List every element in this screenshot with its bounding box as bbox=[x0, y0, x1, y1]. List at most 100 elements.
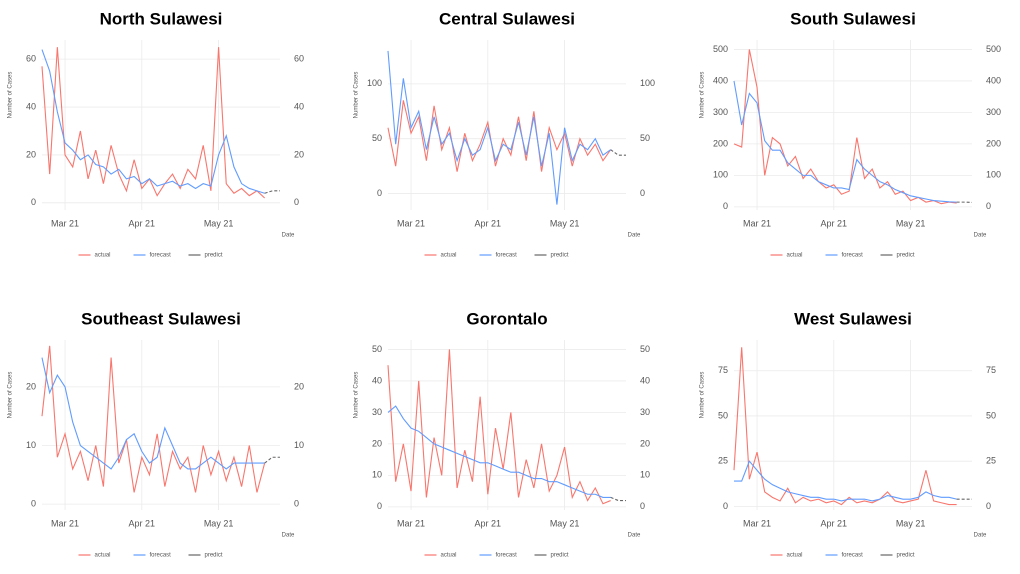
y2-tick-label: 0 bbox=[294, 197, 299, 207]
series-line bbox=[734, 460, 957, 502]
legend-label: forecast bbox=[150, 553, 172, 559]
y2-tick-label: 10 bbox=[640, 470, 650, 480]
x-tick-label: Mar 21 bbox=[397, 218, 425, 228]
y-axis-label: Number of Cases bbox=[700, 372, 706, 419]
panel-title: Central Sulawesi bbox=[439, 9, 575, 28]
y-tick-label: 50 bbox=[718, 410, 728, 420]
x-tick-label: Mar 21 bbox=[743, 518, 771, 528]
x-axis-label: Date bbox=[282, 233, 295, 239]
series-line bbox=[41, 345, 266, 493]
y-tick-label: 10 bbox=[372, 470, 382, 480]
legend-label: predict bbox=[897, 253, 915, 259]
y2-tick-label: 20 bbox=[294, 149, 304, 159]
y-tick-label: 0 bbox=[377, 188, 382, 198]
y-tick-label: 25 bbox=[718, 456, 728, 466]
series-line bbox=[610, 496, 626, 502]
x-tick-label: Apr 21 bbox=[821, 518, 848, 528]
y2-tick-label: 100 bbox=[986, 170, 1001, 180]
y-tick-label: 30 bbox=[372, 407, 382, 417]
series-line bbox=[41, 357, 265, 470]
panel-title: North Sulawesi bbox=[100, 9, 223, 28]
y2-tick-label: 20 bbox=[640, 438, 650, 448]
y2-tick-label: 40 bbox=[640, 375, 650, 385]
y2-tick-label: 0 bbox=[640, 501, 645, 511]
x-tick-label: May 21 bbox=[550, 518, 580, 528]
x-axis-label: Date bbox=[628, 533, 641, 539]
y2-tick-label: 40 bbox=[294, 101, 304, 111]
legend-label: actual bbox=[441, 553, 457, 559]
y2-tick-label: 30 bbox=[640, 407, 650, 417]
panel: West Sulawesi Number of Cases Date 0 25 50 75 0… bbox=[700, 309, 996, 558]
y-tick-label: 40 bbox=[26, 101, 36, 111]
y-tick-label: 300 bbox=[713, 107, 728, 117]
y-tick-label: 20 bbox=[26, 381, 36, 391]
x-tick-label: May 21 bbox=[204, 218, 234, 228]
y-tick-label: 50 bbox=[372, 133, 382, 143]
y-tick-label: 0 bbox=[31, 197, 36, 207]
x-tick-label: Apr 21 bbox=[475, 218, 502, 228]
y-tick-label: 0 bbox=[723, 201, 728, 211]
legend-label: forecast bbox=[842, 253, 864, 259]
y2-tick-label: 0 bbox=[986, 201, 991, 211]
x-tick-label: Apr 21 bbox=[475, 518, 502, 528]
y-axis-label: Number of Cases bbox=[8, 72, 14, 119]
series-line bbox=[41, 47, 266, 199]
y2-tick-label: 50 bbox=[640, 133, 650, 143]
x-axis-label: Date bbox=[974, 233, 987, 239]
y-tick-label: 0 bbox=[723, 501, 728, 511]
panel-title: Gorontalo bbox=[466, 309, 547, 328]
x-tick-label: Mar 21 bbox=[743, 218, 771, 228]
legend-label: actual bbox=[787, 553, 803, 559]
panel: Gorontalo Number of Cases Date 0 10 20 30 40 50 0… bbox=[354, 309, 650, 558]
panel: North Sulawesi Number of Cases Date 0 20 40 60… bbox=[8, 9, 304, 258]
y2-tick-label: 0 bbox=[294, 499, 299, 509]
legend-label: actual bbox=[95, 253, 111, 259]
y2-tick-label: 300 bbox=[986, 107, 1001, 117]
legend-label: predict bbox=[205, 553, 223, 559]
y-tick-label: 500 bbox=[713, 44, 728, 54]
x-tick-label: Apr 21 bbox=[129, 518, 156, 528]
panel: Southeast Sulawesi Number of Cases Date 0 10… bbox=[8, 309, 304, 558]
y2-tick-label: 50 bbox=[986, 410, 996, 420]
y-tick-label: 50 bbox=[372, 344, 382, 354]
x-tick-label: May 21 bbox=[204, 518, 234, 528]
y-tick-label: 100 bbox=[367, 78, 382, 88]
y2-tick-label: 100 bbox=[640, 78, 655, 88]
series-line bbox=[387, 100, 612, 172]
x-axis-label: Date bbox=[628, 233, 641, 239]
x-tick-label: Apr 21 bbox=[821, 218, 848, 228]
legend-label: actual bbox=[95, 553, 111, 559]
y-tick-label: 0 bbox=[31, 499, 36, 509]
series-line bbox=[387, 349, 611, 505]
y2-tick-label: 400 bbox=[986, 75, 1001, 85]
x-axis-label: Date bbox=[974, 533, 987, 539]
panel-title: Southeast Sulawesi bbox=[81, 309, 241, 328]
series-line bbox=[733, 347, 957, 506]
y2-tick-label: 200 bbox=[986, 138, 1001, 148]
y-axis-label: Number of Cases bbox=[354, 72, 360, 119]
y2-tick-label: 10 bbox=[294, 440, 304, 450]
legend-label: forecast bbox=[496, 553, 518, 559]
series-line bbox=[733, 49, 957, 205]
y-axis-label: Number of Cases bbox=[354, 372, 360, 419]
x-tick-label: May 21 bbox=[896, 218, 926, 228]
series-line bbox=[387, 50, 611, 205]
x-tick-label: Mar 21 bbox=[51, 518, 79, 528]
y-tick-label: 100 bbox=[713, 170, 728, 180]
y-tick-label: 20 bbox=[26, 149, 36, 159]
panel: Central Sulawesi Number of Cases Date 0 50 10… bbox=[354, 9, 655, 258]
y2-tick-label: 0 bbox=[986, 501, 991, 511]
legend-label: predict bbox=[205, 253, 223, 259]
y-axis-label: Number of Cases bbox=[8, 372, 14, 419]
series-line bbox=[264, 190, 280, 194]
legend-label: actual bbox=[441, 253, 457, 259]
legend-label: forecast bbox=[150, 253, 172, 259]
series-line bbox=[733, 80, 957, 203]
y-tick-label: 0 bbox=[377, 501, 382, 511]
y-tick-label: 75 bbox=[718, 365, 728, 375]
legend-label: predict bbox=[897, 553, 915, 559]
x-tick-label: May 21 bbox=[896, 518, 926, 528]
legend-label: actual bbox=[787, 253, 803, 259]
y2-tick-label: 75 bbox=[986, 365, 996, 375]
